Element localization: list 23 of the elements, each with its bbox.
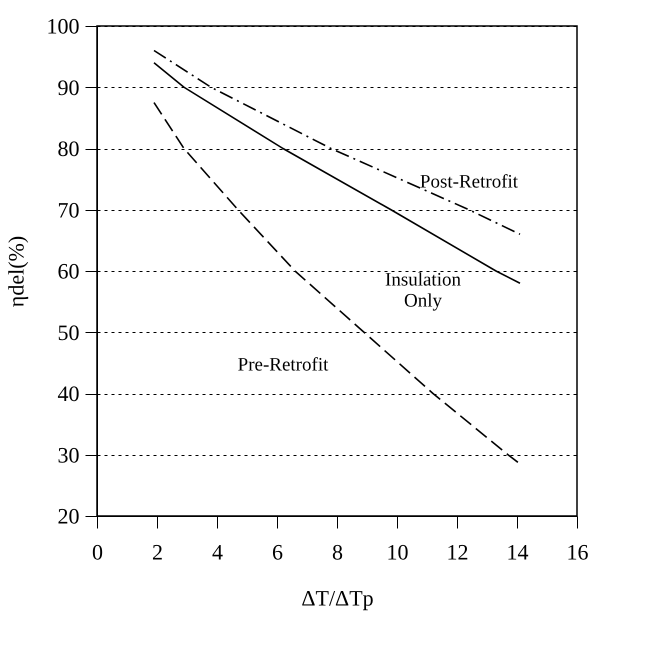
y-tick-label: 100 [46, 14, 80, 38]
x-tick-label: 8 [332, 540, 343, 564]
y-tick-label: 60 [58, 258, 80, 284]
y-tick-label: 80 [58, 136, 80, 161]
y-tick-label: 30 [58, 442, 80, 468]
y-tick-label: 50 [58, 320, 80, 345]
x-tick-label: 2 [152, 540, 163, 564]
y-tick-label: 40 [58, 381, 80, 406]
x-tick-label: 14 [506, 540, 528, 564]
annotation: Post-Retrofit [420, 172, 519, 193]
annotation: Pre-Retrofit [238, 354, 330, 376]
x-tick-label: 6 [272, 540, 283, 564]
annotation: Insulation Only [385, 269, 462, 312]
x-tick-label: 0 [92, 540, 103, 564]
x-tick-label: 16 [566, 540, 588, 564]
x-tick-label: 12 [446, 540, 468, 564]
y-tick-label: 90 [58, 74, 80, 100]
y-tick-label: 20 [58, 504, 80, 528]
x-axis-title: ΔT/ΔTp [301, 586, 374, 610]
y-tick-label: 70 [58, 197, 80, 222]
x-tick-label: 10 [386, 540, 408, 564]
y-axis-title: ηdel(%) [4, 236, 28, 308]
x-tick-label: 4 [212, 540, 223, 564]
